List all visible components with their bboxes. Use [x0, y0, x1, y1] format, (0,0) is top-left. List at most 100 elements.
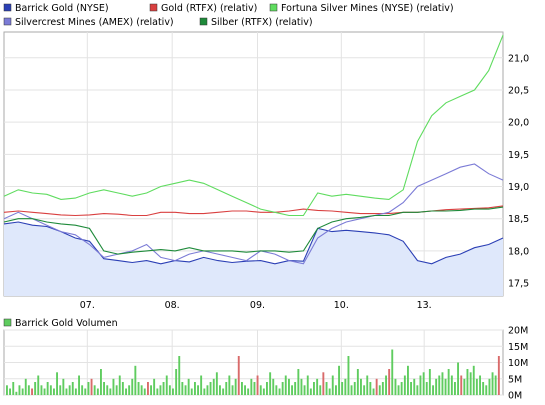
volume-bar: [21, 388, 24, 395]
volume-bar: [397, 385, 400, 396]
volume-bar: [491, 372, 494, 396]
volume-bar: [194, 382, 196, 395]
legend-swatch: [3, 3, 12, 12]
legend-label: Gold (RTFX) (relativ): [161, 3, 257, 14]
volume-bar: [200, 375, 203, 395]
volume-bar: [234, 378, 237, 396]
y-tick-label: 21,0: [508, 53, 529, 64]
volume-bar: [444, 378, 447, 396]
y-tick-label: 19,5: [508, 150, 529, 161]
x-tick-label: 08.: [165, 300, 180, 311]
volume-bar: [228, 375, 231, 395]
volume-bar: [143, 388, 146, 395]
volume-bar: [278, 388, 281, 395]
volume-bar: [212, 378, 215, 396]
volume-bar: [360, 378, 362, 396]
volume-bar: [90, 378, 93, 396]
volume-bar: [100, 369, 102, 395]
volume-bar: [463, 378, 466, 396]
volume-bar: [372, 388, 375, 395]
volume-bar: [460, 375, 463, 395]
volume-bar: [225, 382, 228, 395]
volume-bar: [150, 385, 152, 396]
volume-bar: [27, 385, 30, 396]
volume-bar: [291, 385, 293, 396]
volume-bar: [262, 388, 265, 395]
volume-bar: [71, 382, 74, 395]
volume-bar: [422, 372, 425, 396]
volume-bar: [31, 388, 33, 395]
volume-bar: [128, 385, 131, 396]
volume-y-tick-label: 15M: [508, 342, 528, 353]
volume-bar: [125, 388, 127, 395]
volume-bar: [288, 378, 290, 396]
volume-y-tick-label: 0M: [508, 391, 522, 402]
volume-bar: [385, 375, 387, 395]
volume-bar: [366, 375, 369, 395]
volume-bar: [153, 378, 156, 396]
volume-bar: [253, 382, 256, 395]
volume-bar: [231, 385, 234, 396]
volume-bar: [325, 382, 328, 395]
volume-bar: [488, 378, 491, 396]
volume-bar: [84, 388, 87, 395]
legend-swatch: [269, 3, 278, 12]
volume-bar: [475, 378, 478, 396]
volume-bar: [407, 365, 409, 396]
volume-y-tick-label: 20M: [508, 326, 528, 337]
volume-bar: [46, 382, 49, 395]
volume-bar: [15, 391, 18, 396]
volume-bar: [482, 382, 485, 395]
volume-bar: [403, 375, 406, 395]
volume-bar: [259, 385, 262, 396]
volume-bar: [49, 385, 52, 396]
volume-bar: [338, 365, 340, 396]
volume-bar: [247, 388, 250, 395]
volume-bar: [356, 369, 359, 395]
volume-bar: [413, 378, 416, 396]
volume-bar: [306, 375, 309, 395]
volume-bar: [469, 372, 472, 396]
volume-bar: [103, 382, 105, 395]
volume-bar: [466, 369, 469, 395]
volume-title: Barrick Gold Volumen: [15, 318, 118, 329]
volume-bar: [472, 365, 475, 396]
price-chart: 17,5 18,0 18,5 19,0 19,5 20,0 20,5 21,0 07. 08. 09…: [3, 31, 529, 311]
volume-bar: [300, 378, 303, 396]
volume-bar: [93, 385, 96, 396]
volume-bar: [172, 388, 174, 395]
volume-bar: [187, 378, 190, 396]
volume-bar: [165, 375, 168, 395]
volume-bar: [335, 385, 337, 396]
y-tick-label: 17,5: [508, 279, 529, 290]
volume-bar: [284, 375, 287, 395]
volume-bar: [6, 385, 8, 396]
legend-label: Silber (RTFX) (relativ): [211, 17, 313, 28]
volume-bar: [40, 385, 43, 396]
volume-bar: [18, 385, 21, 396]
volume-bar: [115, 385, 118, 396]
volume-bar: [425, 382, 428, 395]
volume-bar: [416, 385, 419, 396]
volume-bar: [134, 365, 137, 396]
volume-bar: [447, 369, 450, 395]
volume-bar: [294, 382, 297, 395]
volume-bar: [184, 385, 187, 396]
volume-bar: [378, 385, 381, 396]
legend-label: Fortuna Silver Mines (NYSE) (relativ): [281, 3, 454, 14]
volume-bar: [118, 375, 121, 395]
x-tick-label: 13.: [417, 300, 432, 311]
volume-bar: [328, 388, 331, 395]
volume-bar: [106, 385, 109, 396]
x-tick-label: 07.: [80, 300, 95, 311]
volume-bar: [37, 375, 40, 395]
y-tick-label: 18,5: [508, 214, 529, 225]
volume-bar: [87, 382, 90, 395]
y-tick-label: 20,0: [508, 118, 529, 129]
y-tick-label: 20,5: [508, 85, 529, 96]
series-area: [4, 222, 503, 296]
legend: Barrick Gold (NYSE) Gold (RTFX) (relativ)…: [3, 3, 454, 28]
volume-bar: [159, 385, 162, 396]
